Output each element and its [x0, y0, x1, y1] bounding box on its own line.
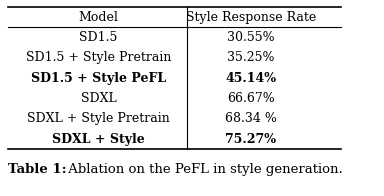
- Text: SDXL + Style Pretrain: SDXL + Style Pretrain: [27, 112, 170, 125]
- Text: 35.25%: 35.25%: [227, 51, 275, 64]
- Text: SD1.5 + Style PeFL: SD1.5 + Style PeFL: [31, 72, 166, 85]
- Text: SD1.5: SD1.5: [79, 31, 118, 44]
- Text: Style Response Rate: Style Response Rate: [186, 11, 316, 24]
- Text: Table 1:: Table 1:: [8, 163, 67, 176]
- Text: 68.34 %: 68.34 %: [225, 112, 277, 125]
- Text: 30.55%: 30.55%: [227, 31, 275, 44]
- Text: 45.14%: 45.14%: [225, 72, 276, 85]
- Text: 66.67%: 66.67%: [227, 92, 275, 105]
- Text: Ablation on the PeFL in style generation.: Ablation on the PeFL in style generation…: [64, 163, 343, 176]
- Text: SDXL: SDXL: [81, 92, 116, 105]
- Text: SD1.5 + Style Pretrain: SD1.5 + Style Pretrain: [26, 51, 171, 64]
- Text: SDXL + Style: SDXL + Style: [52, 132, 145, 146]
- Text: 75.27%: 75.27%: [225, 132, 276, 146]
- Text: Model: Model: [78, 11, 118, 24]
